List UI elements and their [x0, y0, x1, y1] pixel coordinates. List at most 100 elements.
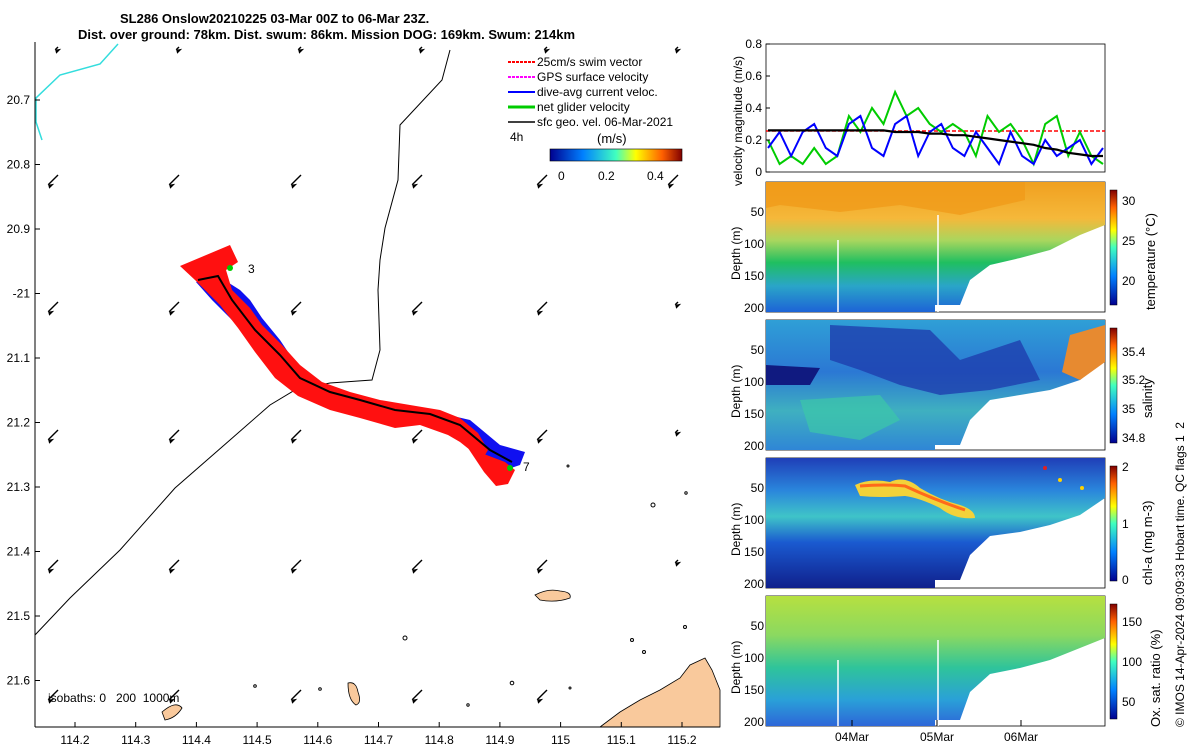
depth-tick-label: 100	[744, 513, 764, 527]
velocity-arrow	[411, 429, 423, 444]
depth-axis-label: Depth (m)	[729, 503, 743, 556]
velocity-y-tick-label: 0.8	[745, 37, 762, 51]
oxygen-colorbar	[1109, 603, 1118, 720]
velocity-arrow	[536, 429, 548, 444]
map-colorbar	[549, 148, 683, 162]
chla-colorbar	[1109, 465, 1118, 582]
chla-point	[1043, 466, 1047, 470]
velocity-arrow	[536, 559, 548, 574]
map-colorbar-tick: 0.2	[598, 169, 615, 183]
islet	[402, 635, 408, 641]
time-tick-label: 04Mar	[835, 730, 869, 744]
velocity-panel: 0 0.2 0.4 0.6 0.8 velocity magnitude (m/s)	[731, 37, 1106, 186]
velocity-arrow	[667, 174, 679, 189]
velocity-arrow	[536, 174, 548, 189]
map-y-tick-label: 21.1	[7, 351, 31, 365]
island	[534, 589, 571, 602]
map-x-tick-label: 114.2	[60, 733, 89, 747]
swim-vector-swath	[180, 245, 488, 460]
map-colorbar-tick: 0.4	[647, 169, 664, 183]
map-x-tick-label: 115.2	[667, 733, 696, 747]
velocity-arrow	[411, 559, 423, 574]
chla-cbar-tick: 0	[1122, 573, 1129, 587]
salinity-high-patch	[1062, 325, 1105, 380]
velocity-arrow	[47, 689, 59, 704]
island	[161, 704, 183, 721]
map-y-tick-label: 21.6	[7, 674, 31, 688]
velocity-y-tick-label: 0.4	[745, 101, 762, 115]
time-tick-label: 06Mar	[1004, 730, 1038, 744]
isobath-line	[34, 49, 451, 636]
velocity-arrow	[290, 429, 302, 444]
map-title-line2: Dist. over ground: 78km. Dist. swum: 86k…	[78, 27, 576, 42]
map-x-tick-label: 114.3	[121, 733, 150, 747]
map-y-tick-label: 21.2	[7, 416, 31, 430]
velocity-y-tick-label: 0.2	[745, 133, 762, 147]
islet	[318, 687, 322, 691]
chla-max-band	[855, 479, 975, 519]
islet	[650, 502, 656, 508]
map-x-tick-label: 115	[551, 733, 570, 747]
islet	[684, 491, 688, 495]
small-islets	[253, 464, 688, 707]
map-legend: 25cm/s swim vector GPS surface velocity …	[508, 55, 683, 183]
map-title-line1: SL286 Onslow20210225 03-Mar 00Z to 06-Ma…	[120, 11, 430, 26]
velocity-arrow	[674, 46, 682, 54]
marker-label-end: 7	[523, 460, 530, 474]
depth-tick-label: 50	[751, 619, 765, 633]
salinity-cbar-tick: 34.8	[1122, 431, 1146, 445]
velocity-arrow	[290, 689, 302, 704]
velocity-arrow	[168, 301, 180, 316]
oxygen-cbar-tick: 150	[1122, 615, 1142, 629]
depth-tick-label: 150	[744, 683, 764, 697]
chla-panel	[765, 457, 1106, 589]
velocity-arrow	[411, 689, 423, 704]
map-colorbar-tick: 0	[558, 169, 565, 183]
legend-sfc-geo-velocity: sfc geo. vel. 06-Mar-2021	[537, 115, 673, 129]
salinity-panel	[765, 319, 1106, 451]
isobaths-label: isobaths: 0 200 1000m	[48, 691, 179, 705]
time-tick-label: 05Mar	[920, 730, 954, 744]
velocity-series-line	[768, 129, 1103, 158]
legend-net-glider-velocity: net glider velocity	[537, 100, 630, 114]
temperature-colorbar	[1109, 189, 1118, 306]
map-y-tick-label: -21	[13, 287, 31, 301]
swim-vector-tail	[468, 448, 515, 486]
oxygen-cbar-label: Ox. sat. ratio (%)	[1148, 629, 1163, 727]
islet	[253, 684, 257, 688]
velocity-arrow	[411, 301, 423, 316]
depth-tick-label: 100	[744, 375, 764, 389]
depth-tick-label: 50	[751, 481, 765, 495]
islands	[161, 589, 721, 728]
depth-tick-label: 100	[744, 651, 764, 665]
map-x-tick-label: 114.7	[364, 733, 393, 747]
islet	[630, 638, 634, 642]
chla-section	[766, 458, 1105, 588]
velocity-y-tick-labels: 0 0.2 0.4 0.6 0.8	[745, 37, 770, 179]
oxygen-panel	[765, 595, 1106, 727]
end-marker-dot	[507, 465, 513, 471]
map-y-tick-label: 21.4	[7, 545, 31, 559]
depth-tick-label: 150	[744, 545, 764, 559]
time-step-label: 4h	[510, 130, 523, 144]
salinity-cbar-tick: 35.4	[1122, 345, 1146, 359]
velocity-y-tick-label: 0.6	[745, 69, 762, 83]
map-y-tick-label: 20.8	[7, 158, 31, 172]
temperature-cbar-tick: 25	[1122, 234, 1136, 248]
map-x-tick-label: 114.5	[243, 733, 272, 747]
velocity-arrow	[536, 689, 548, 704]
islet	[509, 680, 515, 686]
temperature-cbar-tick: 30	[1122, 194, 1136, 208]
salinity-cbar-label: salinity	[1140, 378, 1155, 418]
map-y-tick-label: 20.7	[7, 93, 31, 107]
oxygen-section	[766, 596, 1105, 726]
velocity-ylabel: velocity magnitude (m/s)	[731, 56, 745, 186]
velocity-arrow	[47, 174, 59, 189]
velocity-arrow	[674, 429, 682, 437]
chla-point	[1080, 486, 1084, 490]
footer-credit: © IMOS 14-Apr-2024 09:09:33 Hobart time.…	[1173, 422, 1187, 727]
velocity-arrow	[168, 429, 180, 444]
chla-cbar-tick: 1	[1122, 517, 1129, 531]
islet	[683, 625, 687, 629]
map-x-tick-label: 114.8	[425, 733, 454, 747]
